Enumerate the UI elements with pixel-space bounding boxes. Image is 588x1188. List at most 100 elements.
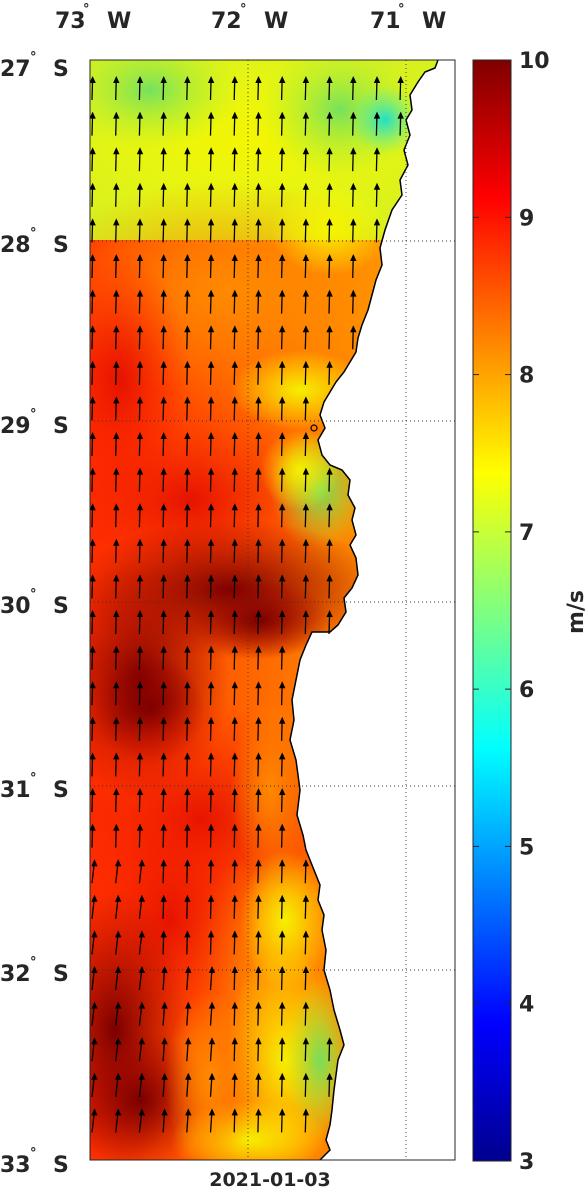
wind-arrow-head: [89, 289, 96, 297]
wind-arrow-head: [207, 218, 215, 226]
wind-arrow-head: [231, 432, 238, 439]
wind-arrow-head: [397, 111, 404, 119]
svg-text:S: S: [53, 778, 69, 803]
wind-arrow-head: [89, 752, 96, 760]
wind-arrow-head: [231, 966, 238, 973]
wind-arrow-head: [136, 610, 144, 617]
wind-arrow-head: [302, 966, 310, 973]
wind-arrow-head: [255, 254, 262, 261]
wind-arrow-head: [138, 1072, 146, 1080]
svg-text:°: °: [30, 226, 37, 241]
wind-arrow-head: [279, 930, 286, 938]
wind-arrow-head: [279, 182, 286, 190]
wind-arrow-head: [302, 254, 310, 261]
wind-arrow-head: [302, 503, 310, 511]
lat-label-28s: 28 ° S: [0, 226, 69, 258]
wind-arrow-head: [113, 574, 120, 582]
wind-arrow-head: [255, 360, 262, 368]
wind-arrow-head: [207, 111, 215, 119]
wind-arrow-head: [207, 645, 215, 653]
wind-arrow-head: [326, 360, 333, 368]
wind-arrow-head: [279, 823, 286, 831]
wind-arrow-head: [302, 538, 310, 546]
wind-arrow-head: [255, 147, 262, 155]
wind-arrow-head: [160, 574, 167, 582]
wind-arrow-head: [160, 432, 167, 439]
wind-arrow-head: [185, 1072, 192, 1080]
lat-label-31s: 31 ° S: [0, 771, 69, 803]
wind-arrow-head: [302, 610, 310, 617]
wind-arrow-head: [207, 396, 215, 404]
wind-arrow-head: [160, 645, 167, 653]
wind-arrow-head: [279, 752, 286, 760]
wind-arrow-head: [161, 966, 168, 973]
wind-arrow-head: [302, 360, 310, 368]
wind-arrow-head: [115, 894, 122, 902]
colorbar-tick-label: 10: [519, 49, 550, 74]
wind-arrow-head: [350, 325, 357, 333]
wind-vectors: [89, 76, 404, 1133]
wind-arrow-head: [113, 467, 120, 475]
longitude-labels: 73 ° W 72 ° W 71 ° W: [55, 2, 446, 34]
wind-arrow-head: [89, 360, 96, 368]
svg-text:71: 71: [370, 9, 401, 34]
wind-arrow-head: [184, 76, 191, 83]
wind-arrow-head: [279, 1108, 286, 1116]
wind-arrow-head: [207, 432, 215, 439]
wind-arrow-head: [255, 503, 262, 511]
wind-arrow-head: [89, 538, 96, 546]
wind-arrow-head: [160, 289, 167, 297]
colorbar-ticks: 10 9 8 7 6 5 4 3: [473, 49, 550, 1175]
wind-arrow-head: [207, 76, 215, 83]
wind-arrow-head: [113, 76, 120, 83]
wind-arrow-head: [255, 788, 262, 795]
wind-arrow-head: [113, 432, 120, 439]
wind-arrow-head: [91, 894, 98, 902]
wind-arrow-head: [373, 76, 381, 83]
wind-arrow-head: [208, 966, 216, 973]
svg-text:°: °: [30, 587, 37, 602]
wind-arrow-head: [91, 1072, 98, 1080]
wind-arrow-head: [207, 467, 215, 475]
wind-arrow-head: [255, 396, 262, 404]
svg-text:32: 32: [0, 962, 31, 987]
wind-arrow-head: [89, 645, 96, 653]
wind-arrow-head: [373, 182, 381, 190]
coastline: [289, 59, 439, 1161]
wind-arrow-head: [302, 218, 310, 226]
wind-arrow-head: [255, 76, 262, 83]
svg-text:°: °: [30, 50, 37, 65]
wind-arrow-head: [113, 503, 120, 511]
wind-arrow-head: [184, 788, 191, 795]
wind-arrow-head: [184, 147, 191, 155]
wind-arrow-head: [113, 752, 120, 760]
wind-arrow-head: [279, 503, 286, 511]
wind-arrow-head: [302, 147, 310, 155]
wind-arrow-head: [207, 254, 215, 261]
wind-arrow-head: [302, 289, 310, 297]
wind-arrow-head: [184, 930, 191, 938]
wind-arrow-head: [113, 716, 120, 724]
wind-arrow-head: [138, 966, 146, 973]
wind-arrow-head: [231, 681, 238, 689]
svg-text:W: W: [264, 9, 288, 34]
wind-arrow-head: [160, 147, 167, 155]
wind-arrow-head: [91, 966, 98, 973]
wind-arrow-head: [231, 752, 238, 760]
wind-arrow-head: [326, 182, 333, 190]
wind-arrow-head: [255, 966, 262, 973]
wind-arrow-head: [326, 538, 333, 546]
wind-arrow-head: [89, 218, 96, 226]
wind-arrow-head: [279, 788, 286, 795]
wind-arrow-head: [255, 218, 262, 226]
wind-arrow-head: [231, 254, 238, 261]
wind-arrow-head: [184, 396, 191, 404]
wind-arrow-head: [231, 574, 238, 582]
wind-arrow-head: [231, 716, 238, 724]
wind-arrow-head: [279, 1072, 286, 1080]
wind-arrow-head: [160, 218, 167, 226]
wind-arrow-head: [279, 859, 286, 867]
wind-arrow-head: [231, 360, 238, 368]
wind-arrow-head: [184, 859, 191, 867]
